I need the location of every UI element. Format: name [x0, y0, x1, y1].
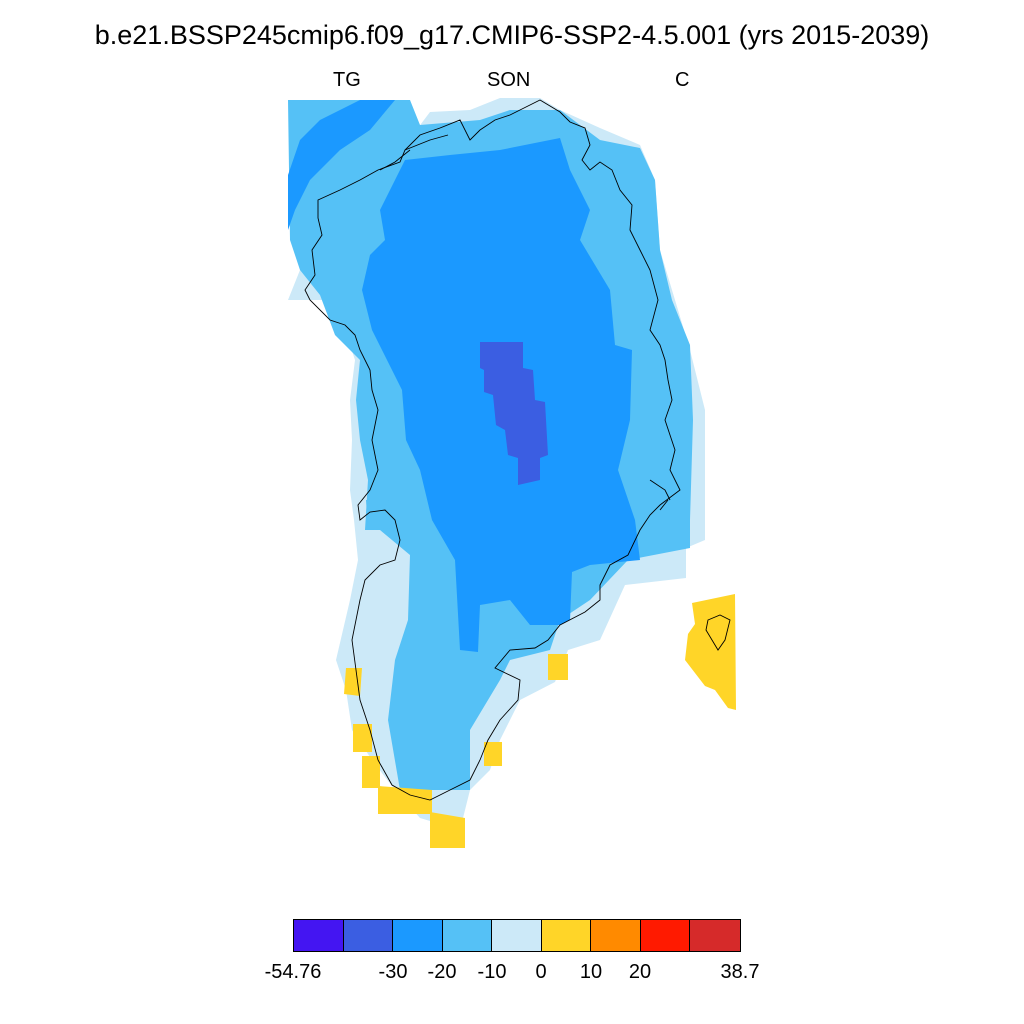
colorbar-box: [343, 920, 393, 951]
colorbar-box: [640, 920, 690, 951]
season-label: SON: [487, 69, 531, 91]
colorbar-box: [393, 920, 443, 951]
colorbar-box: [591, 920, 641, 951]
colorbar-label: -10: [477, 961, 507, 983]
colorbar-label: -30: [378, 961, 408, 983]
coastline: [304, 99, 731, 801]
colorbar-box: [541, 920, 591, 951]
colorbar: [293, 919, 741, 952]
units-label: C: [675, 69, 690, 91]
colorbar-label: 10: [579, 961, 603, 983]
map-fill-bin-deepblue: [480, 342, 548, 485]
colorbar-label: -20: [427, 961, 457, 983]
colorbar-label: 20: [628, 961, 652, 983]
colorbar-label: 38.7: [720, 961, 760, 983]
colorbar-box: [442, 920, 492, 951]
variable-label: TG: [333, 69, 361, 91]
map-fill-bin-yellow: [344, 594, 736, 848]
plot-title: b.e21.BSSP245cmip6.f09_g17.CMIP6-SSP2-4.…: [94, 20, 930, 50]
colorbar-label: 0: [535, 961, 547, 983]
colorbar-box: [690, 920, 740, 951]
colorbar-box: [492, 920, 542, 951]
colorbar-box: [294, 920, 344, 951]
colorbar-label: -54.76: [264, 961, 322, 983]
